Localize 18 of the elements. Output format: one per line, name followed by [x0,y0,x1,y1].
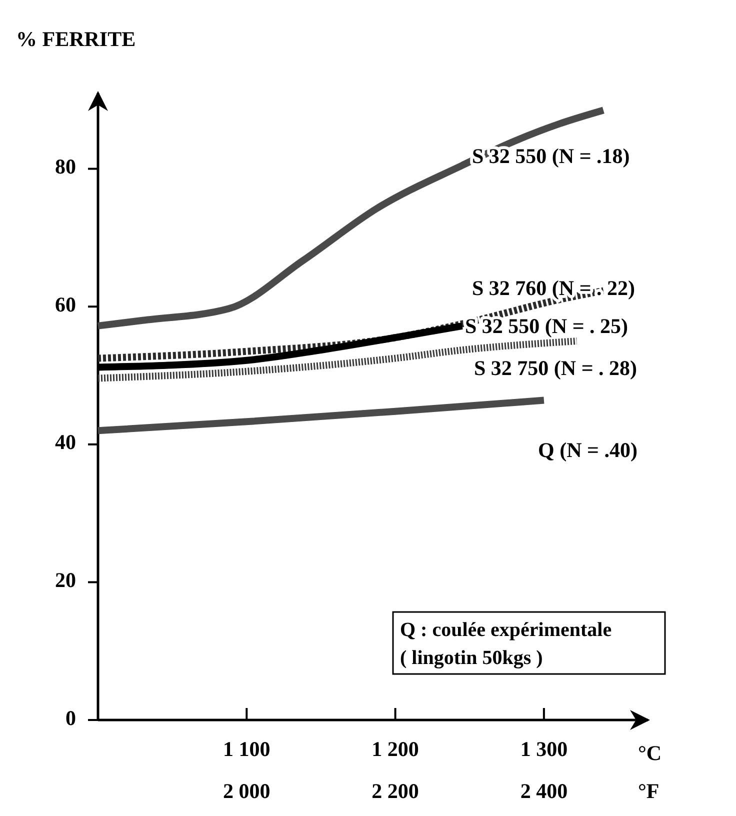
y-tick-label: 20 [55,568,76,592]
x2-axis-title: °F [638,779,660,803]
x-axis-title: °C [638,741,662,765]
y-tick-label: 0 [66,706,76,730]
y-tick-label: 60 [55,292,76,316]
annotation: ( lingotin 50kgs ) [400,647,543,669]
x2-tick-label: 2 200 [372,779,419,803]
annotation: Q : coulée expérimentale [400,619,612,641]
x2-tick-label: 2 400 [520,779,568,803]
x-tick-label: 1 100 [223,737,270,761]
y-tick-label: 80 [55,154,76,179]
series-label: S 32 750 (N = . 28) [474,356,638,380]
x2-tick-label: 2 000 [223,779,270,803]
y-axis-title: % FERRITE [16,27,136,51]
x-tick-label: 1 200 [372,737,419,761]
y-tick-label: 40 [55,430,76,454]
x-tick-label: 1 300 [520,737,568,761]
series-label: Q (N = .40) [538,438,638,462]
